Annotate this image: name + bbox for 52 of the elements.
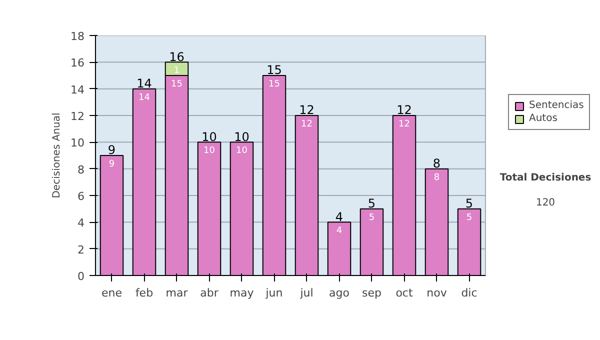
data-label: 15 (171, 80, 182, 90)
data-label: 12 (301, 120, 312, 130)
x-tick-label: abr (200, 286, 219, 300)
legend-label: Sentencias (529, 100, 584, 111)
total-label: 12 (299, 103, 314, 118)
x-tick-label: oct (396, 286, 414, 300)
total-label: 5 (368, 196, 376, 210)
y-tick-label: 0 (78, 270, 84, 283)
y-tick-label: 8 (78, 163, 84, 176)
data-label: 1 (174, 66, 180, 76)
x-tick-label: ene (101, 286, 122, 300)
data-label: 5 (466, 212, 472, 223)
x-tick-label: jul (299, 286, 314, 300)
data-label: 12 (398, 120, 410, 130)
data-label: 5 (368, 212, 375, 223)
data-label: 4 (336, 226, 342, 236)
y-tick-label: 12 (70, 110, 85, 123)
x-tick-label: feb (135, 286, 154, 300)
x-tick-label: nov (426, 286, 448, 300)
total-label: 8 (432, 156, 441, 170)
total-label: 12 (396, 103, 412, 118)
text: Total Decisiones (500, 172, 592, 184)
total-label: 9 (108, 143, 116, 158)
y-tick-label: 4 (78, 216, 84, 230)
x-tick-label: dic (461, 286, 478, 300)
text: 120 (536, 198, 556, 208)
total-label: 10 (234, 130, 250, 144)
total-label: 14 (136, 76, 152, 90)
data-label: 9 (108, 160, 115, 170)
x-tick-label: jun (264, 286, 283, 300)
data-label: 10 (204, 146, 216, 156)
x-tick-label: may (230, 286, 254, 300)
data-label: 10 (236, 146, 248, 156)
y-tick-label: 6 (78, 190, 84, 203)
total-label: 10 (202, 130, 217, 144)
total-label: 4 (335, 210, 344, 224)
y-tick-label: 16 (70, 56, 85, 70)
total-label: 15 (266, 63, 282, 78)
y-tick-label: 18 (70, 30, 85, 43)
y-tick-label: 10 (70, 136, 85, 150)
total-label: 5 (465, 196, 474, 210)
legend-label: Autos (529, 113, 558, 124)
y-tick-label: 14 (70, 83, 85, 96)
y-tick-label: 2 (78, 243, 84, 256)
data-label: 15 (268, 80, 280, 90)
x-tick-label: mar (166, 286, 188, 300)
data-label: 14 (138, 92, 150, 103)
data-label: 8 (434, 172, 440, 183)
total-label: 16 (169, 50, 184, 64)
x-tick-label: sep (362, 286, 382, 300)
y-axis-title: Decisiones Anual (52, 112, 63, 198)
x-tick-label: ago (329, 286, 350, 300)
